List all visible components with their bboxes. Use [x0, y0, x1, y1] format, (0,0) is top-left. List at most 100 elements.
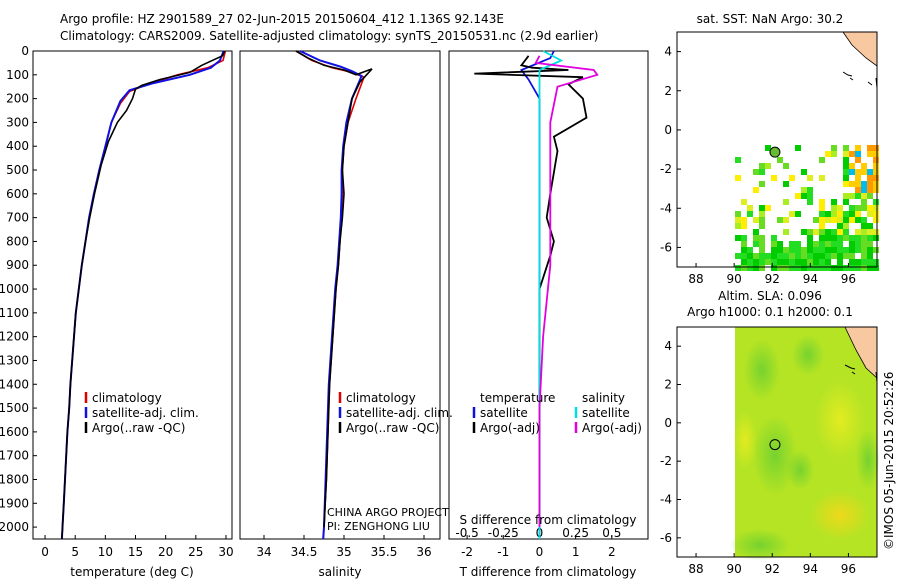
sst-cell — [819, 223, 825, 229]
sst-cell — [735, 175, 741, 181]
map-ytick-label: -2 — [660, 162, 672, 176]
sst-cell — [735, 217, 741, 223]
salinity-panel: 34 34.5 35 35.5 36 salinity climatology sate… — [239, 50, 453, 579]
depth-tick-label: 800 — [6, 234, 29, 248]
sst-cell — [753, 169, 759, 175]
salinity-xtick-label: 35.5 — [371, 545, 398, 559]
title-line-2: Climatology: CARS2009. Satellite-adjuste… — [60, 29, 598, 43]
temperature-xtick-label: 0 — [41, 545, 49, 559]
depth-tick-label: 700 — [6, 211, 29, 225]
sst-cell — [783, 265, 789, 271]
sst-cell — [867, 265, 873, 271]
depth-tick-label: 1800 — [0, 472, 29, 486]
sst-cell — [807, 259, 813, 265]
sst-cell — [855, 169, 861, 175]
sst-cells — [735, 145, 879, 271]
sst-cell — [843, 193, 849, 199]
sst-cell — [867, 235, 873, 241]
sst-cell — [819, 247, 825, 253]
pi-annotation: PI: ZENGHONG LIU — [327, 520, 430, 533]
salinity-axes-frame — [239, 50, 441, 540]
sst-cell — [831, 199, 837, 205]
sst-cell — [777, 253, 783, 259]
sst-cell — [801, 247, 807, 253]
sst-cell — [741, 265, 747, 271]
temperature-xtick-label: 30 — [218, 545, 233, 559]
sst-cell — [819, 205, 825, 211]
sst-cell — [861, 199, 867, 205]
sst-cell — [789, 253, 795, 259]
sst-cell — [855, 241, 861, 247]
sst-cell — [771, 175, 777, 181]
sst-cell — [837, 229, 843, 235]
sst-cell — [861, 247, 867, 253]
sst-cell — [819, 265, 825, 271]
map-ytick-label: 4 — [664, 45, 672, 59]
sst-cell — [861, 217, 867, 223]
sst-cell — [825, 235, 831, 241]
sst-cell — [873, 187, 879, 193]
sst-cell — [759, 241, 765, 247]
difference-xtick-label: -1 — [497, 545, 509, 559]
sst-cell — [861, 229, 867, 235]
sst-cell — [855, 145, 861, 151]
sst-cell — [837, 247, 843, 253]
sst-cell — [849, 265, 855, 271]
sst-cell — [789, 211, 795, 217]
sst-cell — [849, 193, 855, 199]
sst-cell — [825, 241, 831, 247]
sst-cell — [855, 157, 861, 163]
sst-cell — [777, 217, 783, 223]
salinity-legend: climatology satellite-adj. clim. Argo(..… — [338, 391, 453, 435]
salinity-series-argo — [295, 50, 373, 528]
sst-cell — [771, 265, 777, 271]
sst-cell — [765, 259, 771, 265]
legend-label-t-satellite: satellite — [480, 406, 528, 420]
map-ytick-label: 4 — [664, 339, 672, 353]
sst-cell — [825, 151, 831, 157]
legend-label-satellite: satellite-adj. clim. — [346, 406, 453, 420]
temperature-xtick-label: 15 — [128, 545, 143, 559]
sst-cell — [777, 157, 783, 163]
sst-cell — [801, 259, 807, 265]
project-annotation: CHINA ARGO PROJECT — [327, 506, 449, 519]
sst-cell — [795, 259, 801, 265]
sst-cell — [765, 205, 771, 211]
sst-cell — [819, 217, 825, 223]
sst-cell — [783, 163, 789, 169]
difference-top-xtick-label: -0.5 — [455, 526, 478, 540]
sst-cell — [849, 217, 855, 223]
salinity-series-satellite — [299, 50, 363, 540]
sst-cell — [807, 199, 813, 205]
legend-label-s-argo: Argo(-adj) — [582, 421, 642, 435]
sst-cell — [783, 247, 789, 253]
sst-cell — [855, 181, 861, 187]
difference-top-xtick-label: 0.5 — [602, 526, 621, 540]
sst-cell — [759, 247, 765, 253]
sst-cell — [807, 265, 813, 271]
map-xtick-label: 92 — [765, 562, 780, 576]
sst-cell — [867, 175, 873, 181]
sst-cell — [867, 253, 873, 259]
temperature-xtick-label: 25 — [188, 545, 203, 559]
sst-cell — [867, 193, 873, 199]
sst-cell — [843, 145, 849, 151]
sst-cell — [765, 253, 771, 259]
sst-cell — [759, 211, 765, 217]
depth-tick-label: 1500 — [0, 401, 29, 415]
sla-map-subtitle: Argo h1000: 0.1 h2000: 0.1 — [687, 305, 853, 319]
sst-cell — [771, 247, 777, 253]
sst-cell — [819, 157, 825, 163]
sst-cell — [867, 229, 873, 235]
sst-cell — [795, 247, 801, 253]
sst-cell — [843, 211, 849, 217]
legend-title-temperature: temperature — [480, 391, 555, 405]
sst-cell — [867, 241, 873, 247]
sst-cell — [819, 235, 825, 241]
sst-cell — [777, 265, 783, 271]
sst-cell — [753, 187, 759, 193]
sst-cell — [783, 229, 789, 235]
sst-cell — [747, 253, 753, 259]
depth-tick-label: 1300 — [0, 353, 29, 367]
sst-cell — [873, 205, 879, 211]
